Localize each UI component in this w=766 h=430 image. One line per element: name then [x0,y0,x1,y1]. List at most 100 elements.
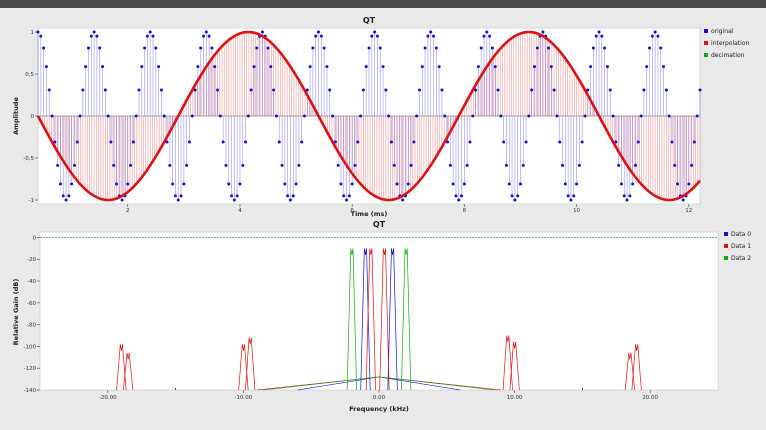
original-sample-point [336,163,340,167]
original-sample-point [75,140,79,144]
original-sample-point [670,140,674,144]
original-sample-point [687,182,691,186]
original-sample-point [555,114,559,118]
original-sample-point [182,182,186,186]
original-sample-point [347,194,351,198]
chart1-xtick-label: 2 [126,208,130,214]
original-sample-point [389,140,393,144]
chart1-legend-swatch [704,41,708,45]
original-sample-point [218,114,222,118]
original-sample-point [589,65,593,69]
original-sample-point [664,88,668,92]
original-sample-point [361,88,365,92]
frequency-domain-chart: QT Frequency (kHz) Relative Gain (dB) 0 -… [0,218,766,428]
original-sample-point [440,88,444,92]
original-sample-point [305,88,309,92]
original-sample-point [235,194,239,198]
original-sample-point [639,114,643,118]
chart1-xlabel: Time (ms) [351,210,388,218]
original-sample-point [339,182,343,186]
original-sample-point [72,163,76,167]
original-sample-point [535,46,539,50]
original-sample-point [575,182,579,186]
original-sample-point [378,46,382,50]
original-sample-point [230,194,234,198]
chart1-ylabel: Amplitude [12,97,20,135]
original-sample-point [387,114,391,118]
chart2-peak [387,248,398,391]
chart2-ytick-label: 0 [33,235,37,241]
chart2-legend-swatch [724,244,728,248]
chart2-xtick-label: -10.00 [235,395,253,401]
original-sample-point [50,114,54,118]
chart2-series-2 [263,248,495,391]
original-sample-point [314,34,318,38]
original-sample-point [159,88,163,92]
chart2-ytick-label: -40 [27,279,36,285]
original-sample-point [381,65,385,69]
original-sample-point [375,34,379,38]
original-sample-point [507,182,511,186]
chart2-peak [365,248,376,391]
original-sample-point [241,163,245,167]
original-sample-point [476,65,480,69]
original-sample-point [115,182,119,186]
chart2-series-floor [263,376,495,391]
original-sample-point [216,88,220,92]
original-sample-point [106,114,110,118]
original-sample-point [168,163,172,167]
original-sample-point [328,88,332,92]
original-sample-point [423,46,427,50]
chart2-peak [116,344,127,391]
original-sample-point [533,65,536,69]
original-sample-point [190,114,194,118]
chart1-legend-swatch [704,53,708,57]
original-sample-point [549,65,553,69]
original-sample-point [232,198,236,202]
original-sample-point [633,163,637,167]
original-sample-point [373,30,377,34]
original-sample-point [510,194,514,198]
original-sample-point [213,65,217,69]
chart1-xtick-label: 12 [685,208,692,214]
original-sample-point [185,163,189,167]
original-sample-point [171,182,175,186]
original-sample-point [196,65,200,69]
original-sample-point [61,194,65,198]
original-sample-point [580,140,584,144]
original-sample-point [622,194,626,198]
original-sample-point [614,140,618,144]
original-sample-point [656,34,660,38]
original-sample-point [294,182,298,186]
original-sample-point [462,182,466,186]
original-sample-point [420,65,424,69]
original-sample-point [199,46,203,50]
original-sample-point [140,65,144,69]
original-sample-point [277,140,281,144]
original-sample-point [591,46,595,50]
original-sample-point [322,46,326,50]
original-sample-point [434,46,438,50]
original-sample-point [625,198,629,202]
original-sample-point [70,182,74,186]
original-sample-point [176,198,180,202]
original-sample-point [58,182,62,186]
original-sample-point [331,114,335,118]
original-sample-point [274,114,278,118]
original-sample-point [392,163,396,167]
original-sample-point [653,30,657,34]
original-sample-point [673,163,677,167]
original-sample-point [636,140,640,144]
original-sample-point [44,65,48,69]
original-sample-point [600,34,604,38]
chart2-peak [360,248,371,391]
original-sample-point [406,182,410,186]
original-sample-point [561,163,565,167]
chart2-ytick-label: -140 [24,388,37,394]
original-sample-point [563,182,567,186]
original-sample-point [617,163,621,167]
original-sample-point [246,114,250,118]
chart1-xtick-label: 6 [350,208,354,214]
original-sample-point [583,114,587,118]
chart1-title: QT [363,16,376,25]
